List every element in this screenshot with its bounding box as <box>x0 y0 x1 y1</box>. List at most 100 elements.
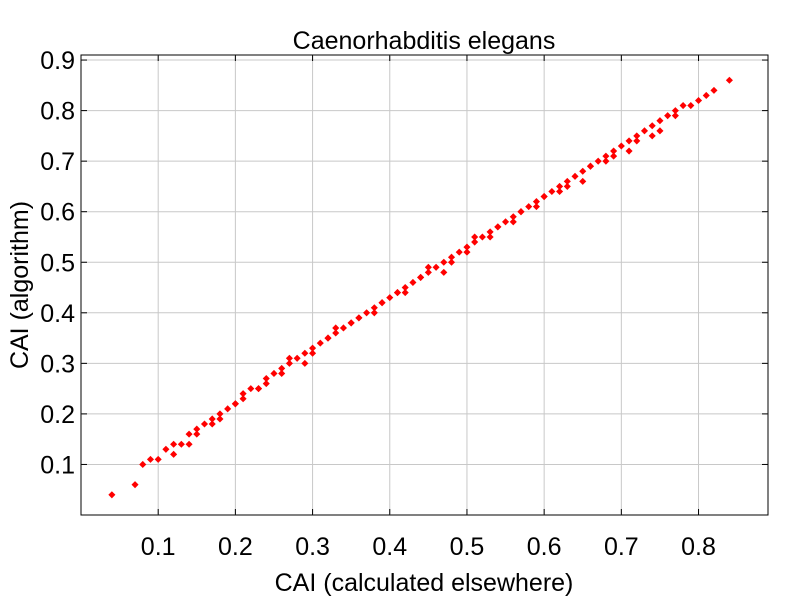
data-point <box>208 415 216 423</box>
data-point <box>216 410 224 418</box>
data-point <box>262 374 270 383</box>
x-tick-label: 0.2 <box>218 533 253 561</box>
data-point <box>239 395 247 403</box>
data-point <box>540 193 548 201</box>
data-point <box>563 182 571 190</box>
data-point <box>386 294 394 302</box>
data-point <box>370 309 378 317</box>
data-point <box>725 76 733 84</box>
data-point <box>401 283 409 292</box>
data-point <box>486 228 494 236</box>
data-point <box>440 268 448 276</box>
data-point <box>285 354 293 362</box>
y-axis-label: CAI (algorithm) <box>6 201 34 369</box>
x-tick-label: 0.4 <box>372 533 407 561</box>
data-point <box>301 349 309 357</box>
data-point <box>656 117 664 125</box>
data-point <box>610 152 618 160</box>
data-point <box>455 248 463 256</box>
x-tick-label: 0.3 <box>295 533 330 561</box>
data-point <box>154 455 162 463</box>
data-point <box>625 147 633 155</box>
data-point <box>556 182 564 190</box>
data-point <box>702 91 710 99</box>
data-point <box>594 157 602 165</box>
data-point <box>478 233 486 241</box>
x-tick-label: 0.8 <box>681 533 716 561</box>
data-point <box>548 187 556 196</box>
chart-title: Caenorhabditis elegans <box>293 27 556 55</box>
data-point <box>424 263 432 271</box>
data-point <box>579 177 587 185</box>
data-point <box>200 420 209 428</box>
data-point <box>255 385 263 393</box>
data-point <box>293 354 301 362</box>
data-point <box>617 142 625 150</box>
data-point <box>463 243 471 251</box>
data-point <box>417 273 425 281</box>
data-point <box>432 263 440 271</box>
plot-area <box>80 54 769 516</box>
data-points <box>108 76 733 499</box>
data-point <box>602 152 610 160</box>
y-tick-labels: 0.1 0.2 0.3 0.4 0.5 0.6 0.7 0.8 0.9 <box>40 47 75 479</box>
data-point <box>571 172 579 180</box>
data-point <box>393 289 402 297</box>
data-point <box>610 147 618 155</box>
data-point <box>694 96 703 105</box>
data-point <box>224 405 232 413</box>
data-point <box>332 329 340 337</box>
data-point <box>278 364 286 372</box>
data-point <box>563 177 571 185</box>
data-point <box>556 187 564 196</box>
data-point <box>602 157 610 165</box>
data-point <box>648 132 656 140</box>
data-point <box>447 258 456 266</box>
data-point <box>131 481 139 489</box>
data-point <box>401 289 409 297</box>
x-tick-label: 0.7 <box>604 533 639 561</box>
data-point <box>486 233 494 241</box>
data-point <box>139 460 147 468</box>
data-point <box>633 132 641 140</box>
data-point <box>108 491 116 499</box>
data-point <box>409 278 417 287</box>
data-point <box>363 309 371 317</box>
data-point <box>424 268 432 276</box>
data-point <box>586 162 594 170</box>
data-point <box>378 299 386 307</box>
data-point <box>648 122 656 130</box>
data-point <box>355 314 363 322</box>
data-point <box>332 324 340 332</box>
data-point <box>208 420 216 428</box>
x-tick-label: 0.6 <box>527 533 562 561</box>
data-point <box>309 349 317 357</box>
y-tick-label: 0.6 <box>40 199 75 227</box>
data-point <box>517 208 525 216</box>
data-point <box>532 198 540 206</box>
data-point <box>185 430 193 438</box>
data-point <box>370 304 378 312</box>
data-point <box>579 167 587 175</box>
data-point <box>247 385 255 393</box>
data-point <box>625 137 633 145</box>
data-point <box>162 445 170 453</box>
x-tick-labels: 0.1 0.2 0.3 0.4 0.5 0.6 0.7 0.8 <box>141 533 716 561</box>
data-point <box>193 425 201 433</box>
data-point <box>216 415 224 423</box>
y-tick-label: 0.8 <box>40 98 75 126</box>
data-point <box>262 380 270 388</box>
data-point <box>471 233 479 241</box>
data-point <box>177 440 185 448</box>
x-axis-label: CAI (calculated elsewhere) <box>275 569 574 597</box>
data-point <box>710 86 718 94</box>
data-point <box>664 112 672 120</box>
data-point <box>509 213 517 221</box>
y-tick-label: 0.3 <box>40 350 75 378</box>
data-point <box>231 400 239 408</box>
data-point <box>301 359 309 367</box>
data-point <box>278 369 286 377</box>
y-tick-label: 0.5 <box>40 249 75 277</box>
y-tick-label: 0.2 <box>40 401 75 429</box>
